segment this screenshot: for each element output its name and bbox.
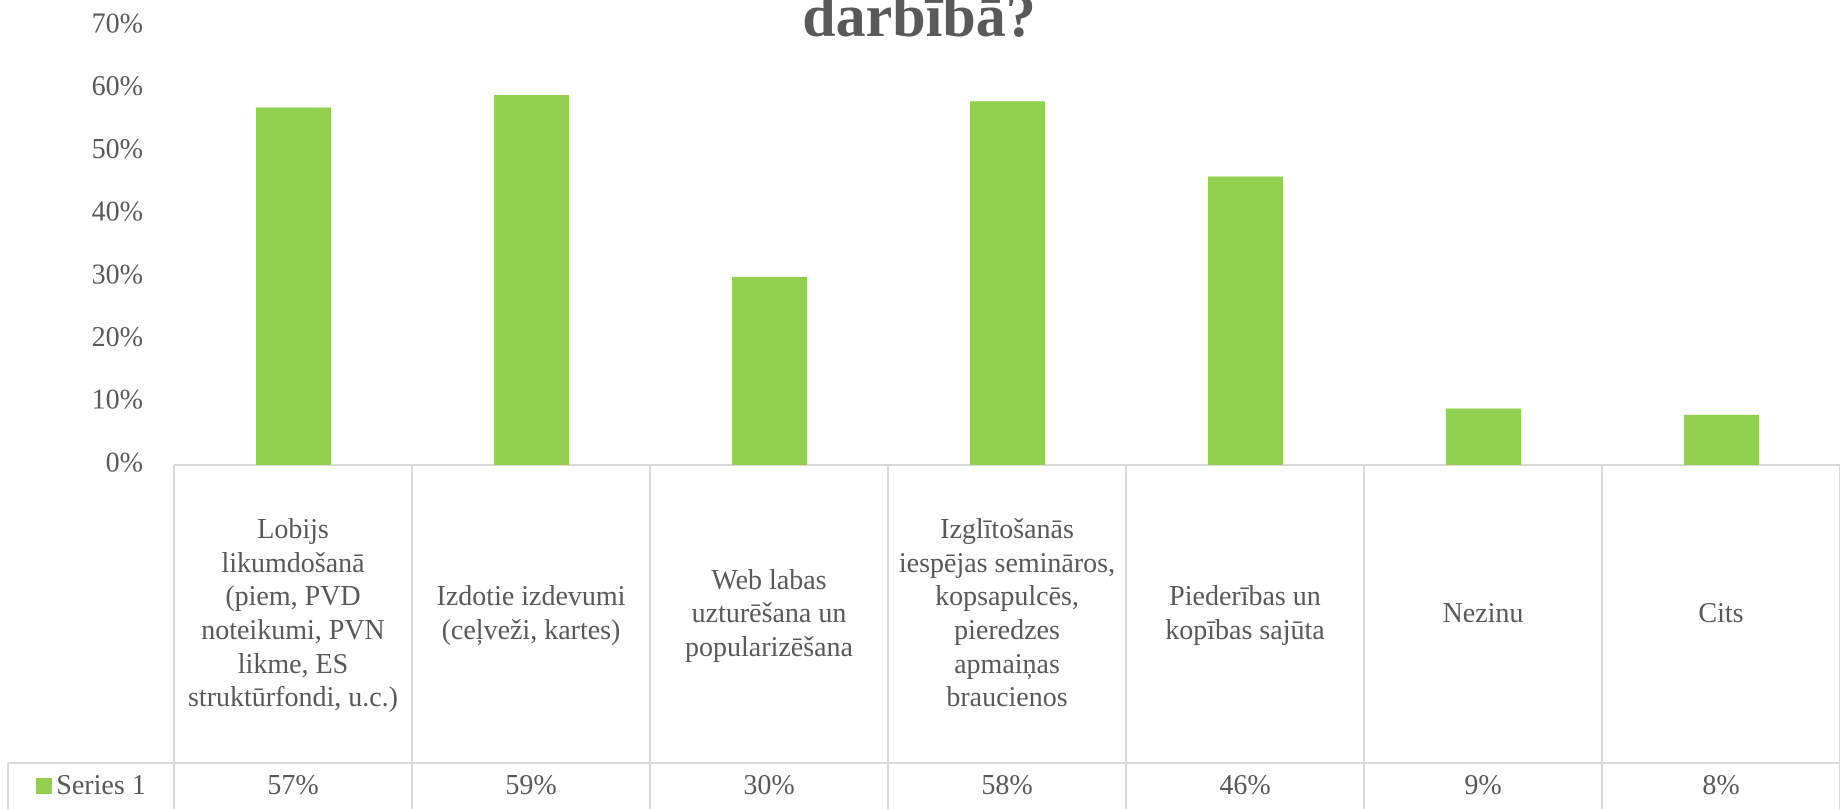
y-tick-label: 10% [92, 385, 143, 416]
value-label: 59% [505, 770, 557, 802]
x-category-label: Izdotie izdevumi (ceļveži, kartes) [436, 581, 626, 646]
legend-entry: Series 1 [10, 763, 172, 809]
y-tick-label: 0% [106, 447, 143, 478]
y-tick-label: 20% [92, 322, 143, 353]
value-label: 9% [1464, 770, 1502, 802]
y-tick-label: 30% [92, 259, 143, 290]
bar [494, 94, 569, 465]
value-label: 8% [1702, 770, 1740, 802]
bar [256, 107, 331, 466]
x-category-label: Nezinu [1442, 598, 1524, 630]
legend-label: Series 1 [56, 770, 146, 802]
y-tick-label: 60% [92, 71, 143, 102]
value-label: 58% [981, 770, 1033, 802]
chart-title: darbībā? [802, 0, 1035, 49]
x-category-label: Web labas uzturēšana un popularizēšana [685, 564, 853, 663]
x-category-label: Lobijs likumdošanā (piem, PVD noteikumi,… [188, 514, 398, 714]
legend-swatch [36, 778, 53, 794]
bar [1446, 408, 1521, 465]
x-category-label: Cits [1698, 598, 1744, 630]
y-tick-label: 50% [92, 134, 143, 165]
x-category-label: Piederības un kopības sajūta [1165, 581, 1325, 646]
x-category-label: Izglītošanās iespējas semināros, kopsapu… [898, 514, 1116, 714]
value-label: 30% [743, 770, 795, 802]
bar [1208, 176, 1283, 465]
y-tick-label: 40% [92, 197, 143, 228]
value-label: 46% [1219, 770, 1271, 802]
y-tick-label: 70% [92, 8, 143, 39]
bar [732, 276, 807, 465]
bar [970, 101, 1045, 465]
value-label: 57% [267, 770, 319, 802]
bar [1684, 414, 1759, 465]
